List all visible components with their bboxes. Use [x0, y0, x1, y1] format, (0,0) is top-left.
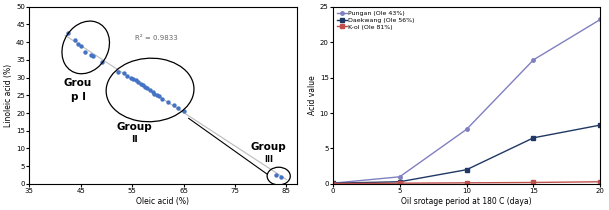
Point — [178, 110, 188, 113]
Point — [140, 86, 150, 89]
Pungan (Ole 43%) — [530, 59, 537, 61]
Point — [76, 44, 85, 47]
Legend: Pungan (Ole 43%), Daekwang (Ole 56%), K-ol (Ole 81%): Pungan (Ole 43%), Daekwang (Ole 56%), K-… — [336, 10, 416, 31]
Point — [152, 93, 161, 96]
Pungan (Ole 43%) — [597, 18, 604, 21]
Daekwang (Ole 56%) — [329, 182, 336, 184]
K-ol (Ole 81%) — [530, 181, 537, 184]
Y-axis label: Linoleic acid (%): Linoleic acid (%) — [4, 64, 13, 127]
Point — [148, 90, 158, 93]
Point — [132, 79, 141, 82]
Text: Group: Group — [117, 122, 152, 132]
Text: Group: Group — [250, 142, 286, 152]
Point — [126, 76, 136, 79]
K-ol (Ole 81%) — [329, 182, 336, 185]
X-axis label: Oil srotage period at 180 C (daya): Oil srotage period at 180 C (daya) — [401, 197, 532, 206]
Point — [80, 50, 90, 54]
Point — [88, 55, 98, 58]
Line: Daekwang (Ole 56%): Daekwang (Ole 56%) — [331, 123, 602, 185]
Text: p I: p I — [71, 92, 85, 102]
Point — [122, 74, 132, 77]
Point — [157, 97, 167, 101]
Daekwang (Ole 56%) — [597, 124, 604, 126]
Point — [143, 87, 152, 90]
Point — [271, 173, 281, 177]
Text: II: II — [131, 135, 138, 144]
K-ol (Ole 81%) — [396, 182, 403, 184]
Point — [154, 94, 164, 98]
Point — [119, 72, 129, 75]
Point — [97, 60, 107, 63]
Point — [163, 101, 173, 104]
Text: R² = 0.9833: R² = 0.9833 — [135, 35, 177, 41]
Point — [71, 39, 80, 42]
Point — [86, 53, 96, 56]
Point — [145, 88, 155, 92]
Text: III: III — [264, 155, 273, 164]
Daekwang (Ole 56%) — [396, 181, 403, 183]
Pungan (Ole 43%) — [463, 128, 470, 131]
X-axis label: Oleic acid (%): Oleic acid (%) — [136, 197, 189, 206]
Point — [149, 92, 159, 95]
Pungan (Ole 43%) — [329, 182, 336, 184]
Daekwang (Ole 56%) — [530, 136, 537, 139]
K-ol (Ole 81%) — [597, 181, 604, 183]
Point — [128, 78, 138, 81]
Point — [174, 106, 183, 109]
Point — [73, 42, 83, 46]
Daekwang (Ole 56%) — [463, 168, 470, 171]
Point — [276, 175, 286, 178]
Line: Pungan (Ole 43%): Pungan (Ole 43%) — [331, 18, 602, 185]
Point — [133, 80, 143, 84]
Point — [113, 71, 122, 74]
Point — [138, 84, 148, 87]
Pungan (Ole 43%) — [396, 176, 403, 178]
Point — [136, 82, 146, 86]
Point — [169, 104, 179, 107]
Y-axis label: Acid value: Acid value — [308, 75, 317, 115]
Text: Grou: Grou — [64, 78, 92, 88]
Point — [63, 32, 72, 35]
Line: K-ol (Ole 81%): K-ol (Ole 81%) — [331, 180, 602, 185]
K-ol (Ole 81%) — [463, 182, 470, 184]
